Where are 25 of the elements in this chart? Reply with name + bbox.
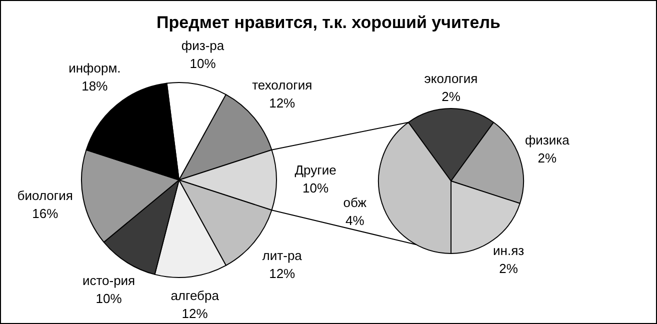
slice-label: обж	[343, 194, 367, 210]
data-label: 12%	[269, 266, 296, 281]
data-label: 2%	[442, 88, 461, 104]
data-label: 4%	[345, 212, 365, 228]
slice-label: физ-ра	[181, 38, 225, 53]
slice-label: лит-ра	[262, 248, 303, 263]
slice-label: информ.	[68, 60, 121, 76]
slice-label: биология	[17, 188, 73, 204]
slice-label: исто-рия	[82, 273, 136, 288]
data-label: 2%	[538, 150, 557, 166]
data-label: 10%	[96, 291, 122, 306]
data-label: 10%	[190, 56, 216, 71]
data-label: 18%	[82, 78, 108, 94]
data-label: 12%	[182, 306, 208, 321]
data-label: 2%	[499, 260, 518, 276]
chart-title: Предмет нравится, т.к. хороший учитель	[156, 13, 502, 33]
data-label: 10%	[302, 180, 329, 196]
slice-label: физика	[524, 132, 570, 148]
data-label: 16%	[32, 206, 59, 222]
slice-label: алгебра	[170, 288, 220, 303]
slice-label: техология	[252, 77, 312, 92]
data-label: 12%	[269, 95, 296, 110]
slice-label: Другие	[294, 162, 336, 178]
slice-label: экология	[424, 70, 478, 86]
slice-label: ин.яз	[493, 242, 524, 258]
